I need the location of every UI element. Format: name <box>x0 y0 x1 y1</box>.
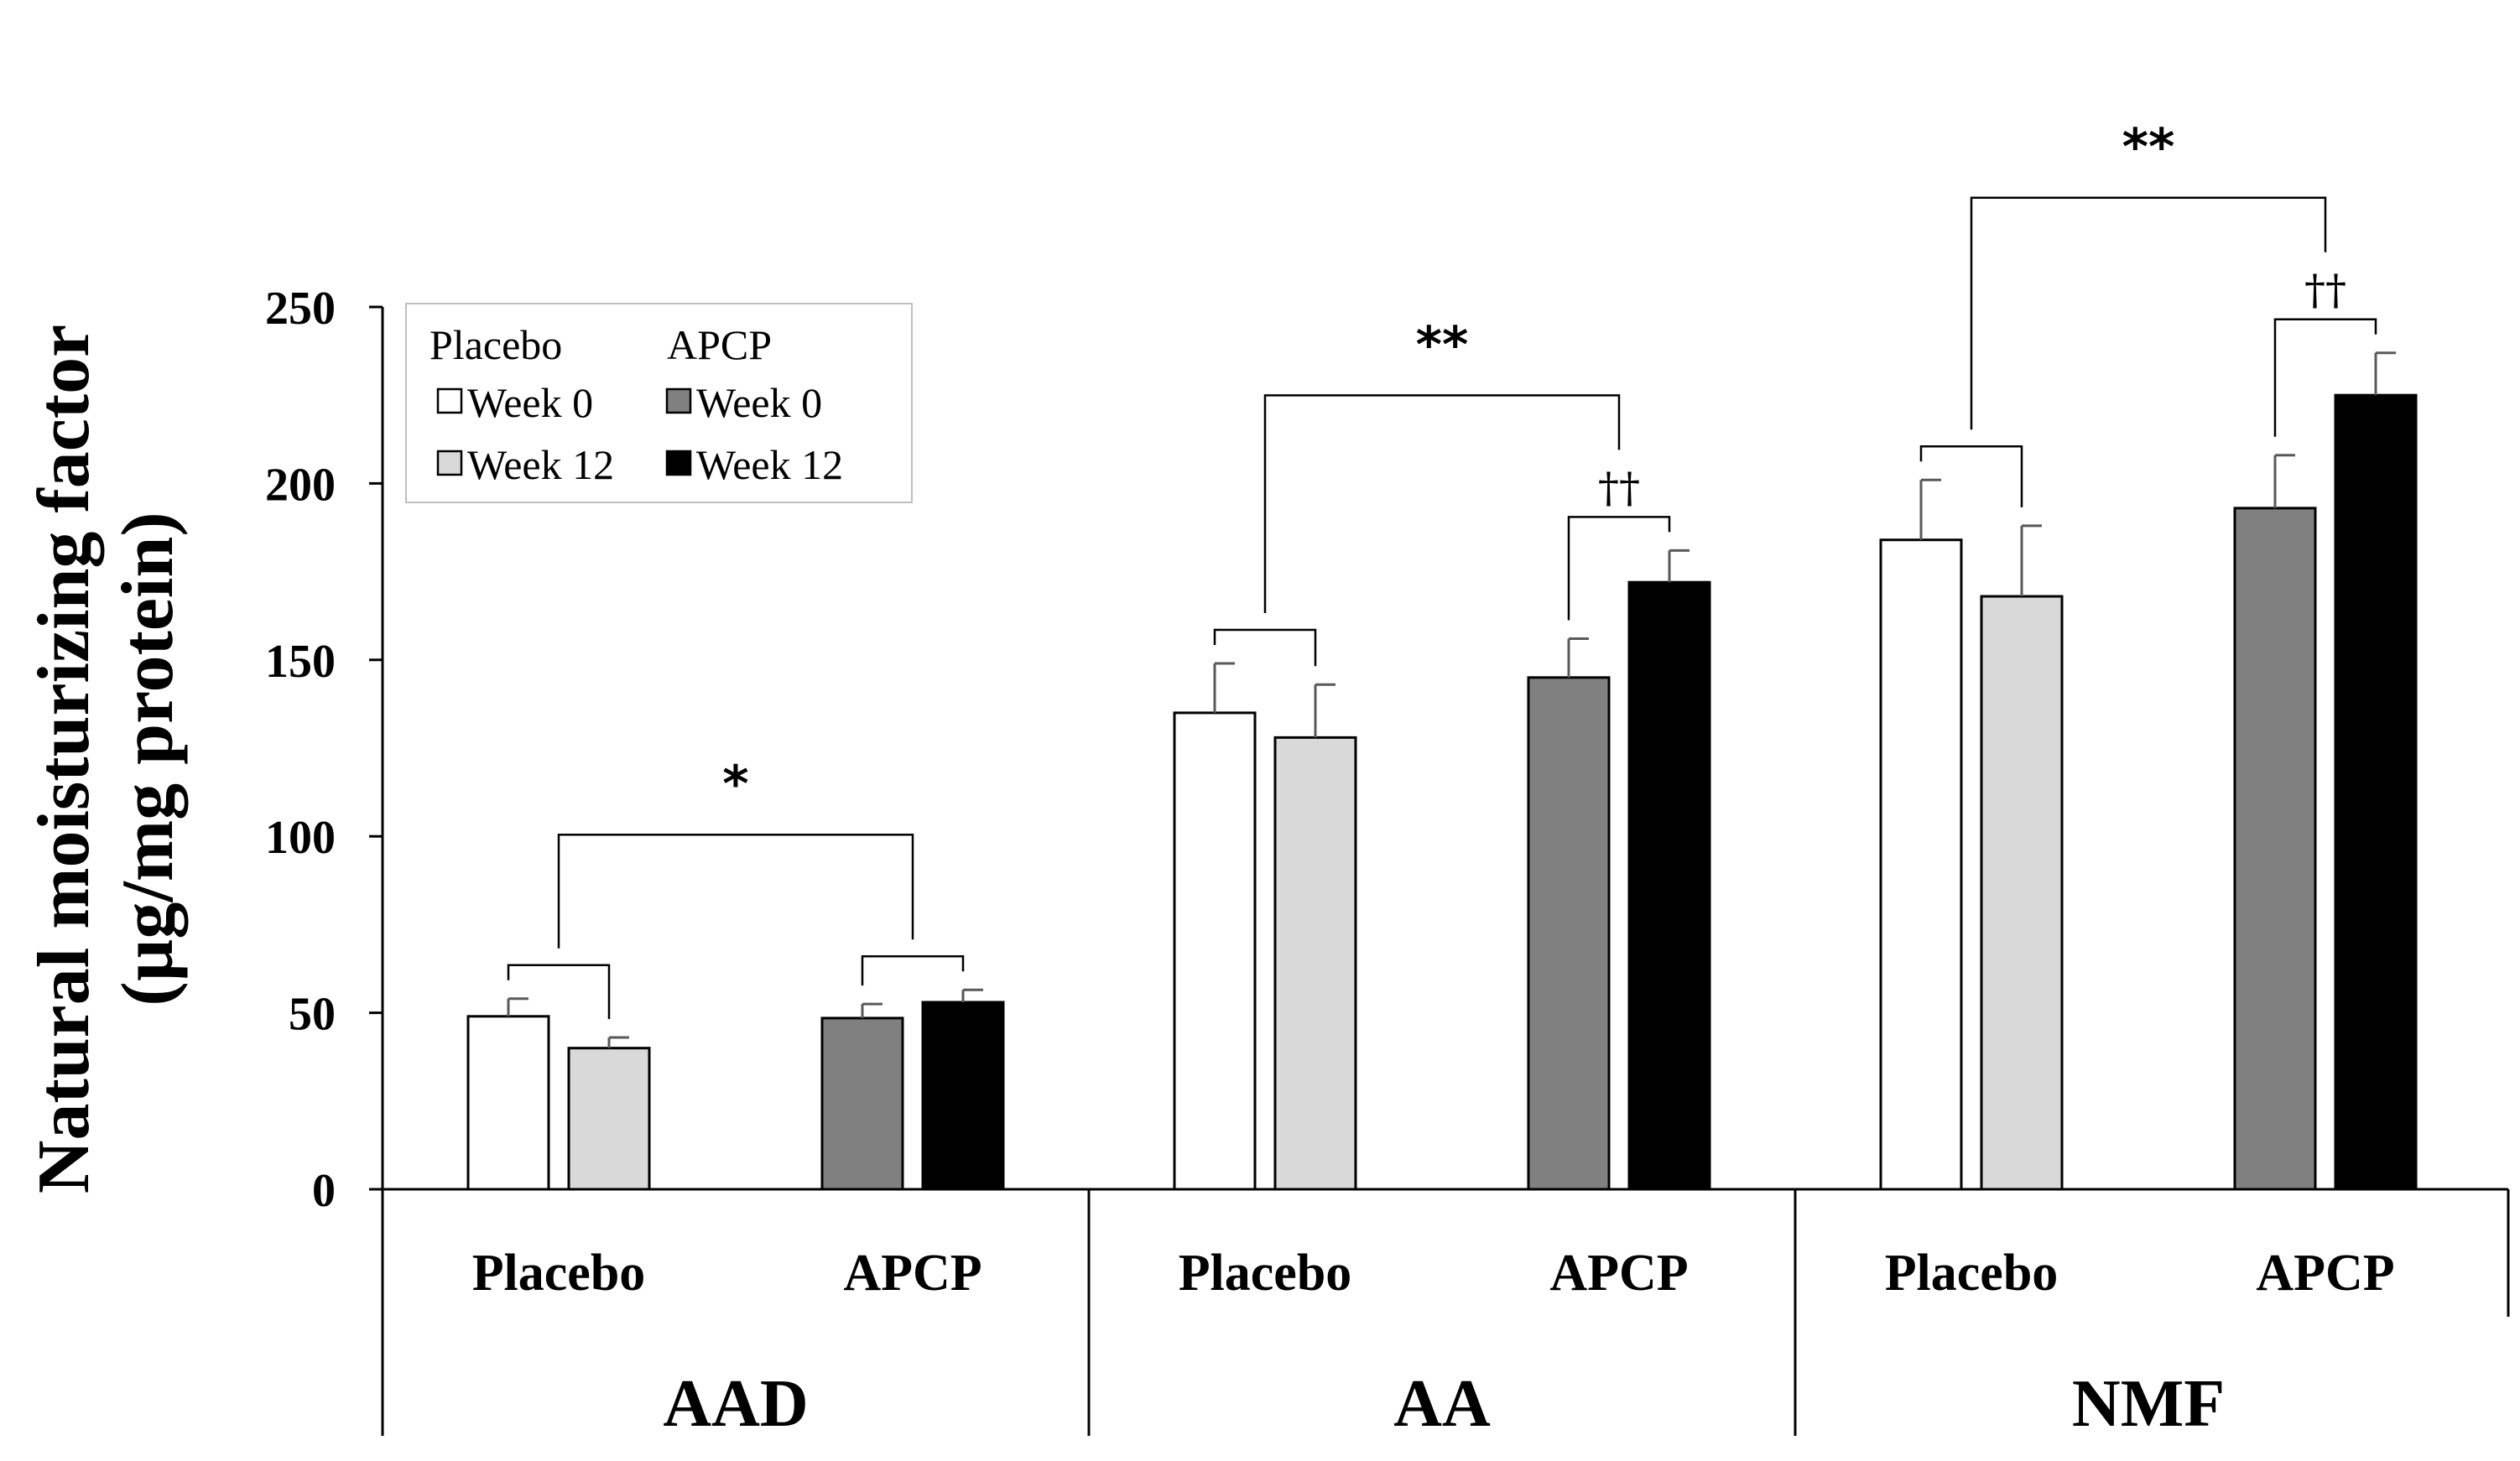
y-tick-label: 200 <box>265 459 336 511</box>
y-tick-label: 100 <box>265 812 336 864</box>
between-group-symbol: ** <box>2122 118 2175 177</box>
significance-brackets: ††††***** <box>507 118 2377 1020</box>
subgroup-label: APCP <box>1549 1245 1688 1302</box>
group-label: NMF <box>2072 1367 2225 1441</box>
legend-label-placebo-week0: Week 0 <box>467 379 593 426</box>
legend: Placebo APCP Week 0 Week 12 Week 0 Week … <box>405 303 913 503</box>
legend-swatch-apcp-week0 <box>665 387 692 414</box>
bars <box>466 351 2418 1191</box>
bar <box>1879 538 1963 1191</box>
within-group-symbol: †† <box>2304 266 2346 315</box>
bar <box>2233 507 2317 1191</box>
between-group-symbol: * <box>722 755 748 814</box>
within-group-bracket <box>1567 516 1671 621</box>
legend-label-apcp-week0: Week 0 <box>696 379 822 426</box>
subgroup-label: APCP <box>2256 1245 2394 1302</box>
legend-swatch-placebo-week0 <box>436 387 463 414</box>
legend-label-placebo-week12: Week 12 <box>467 441 614 488</box>
legend-header-placebo: Placebo <box>430 321 562 368</box>
bar <box>1273 736 1357 1191</box>
subgroup-label: Placebo <box>472 1245 646 1302</box>
bar <box>1627 580 1711 1191</box>
legend-swatch-apcp-week12 <box>665 450 692 476</box>
within-group-bracket <box>1213 628 1317 667</box>
within-group-bracket <box>1919 445 2023 507</box>
y-tick-label: 250 <box>265 283 336 335</box>
legend-frame <box>405 303 913 503</box>
bar <box>820 1016 904 1191</box>
bar <box>1980 595 2064 1191</box>
subgroup-label: Placebo <box>1179 1245 1352 1302</box>
between-group-bracket <box>557 833 914 949</box>
within-group-bracket <box>2273 318 2377 437</box>
bar <box>1173 711 1257 1191</box>
bar <box>567 1047 651 1191</box>
legend-header-apcp: APCP <box>667 321 772 368</box>
legend-swatch-placebo-week12 <box>436 450 463 476</box>
subgroup-label: Placebo <box>1885 1245 2059 1302</box>
bar <box>2334 393 2418 1191</box>
within-group-bracket <box>861 955 965 986</box>
y-tick-label: 0 <box>312 1165 336 1217</box>
bar <box>466 1015 550 1191</box>
between-group-bracket <box>1970 196 2327 430</box>
y-axis-title: Natural moisturizing factor (µg/mg prote… <box>23 325 189 1193</box>
bar <box>1527 676 1611 1191</box>
y-axis-title-line2: (µg/mg protein) <box>107 512 189 1006</box>
within-group-symbol: †† <box>1598 463 1640 512</box>
subgroup-label: APCP <box>843 1245 981 1302</box>
axes: 0 50 100 150 200 250 AAD Placebo APCP AA Placebo AP… <box>265 283 2510 1441</box>
within-group-bracket <box>507 964 611 1020</box>
group-label: AA <box>1393 1367 1491 1441</box>
between-group-symbol: ** <box>1416 315 1469 374</box>
legend-label-apcp-week12: Week 12 <box>696 441 843 488</box>
bar <box>921 1001 1005 1191</box>
group-label: AAD <box>663 1367 808 1441</box>
between-group-bracket <box>1263 394 1621 614</box>
y-tick-label: 150 <box>265 636 336 688</box>
y-axis-title-line1: Natural moisturizing factor <box>23 325 105 1193</box>
y-tick-label: 50 <box>289 989 336 1041</box>
